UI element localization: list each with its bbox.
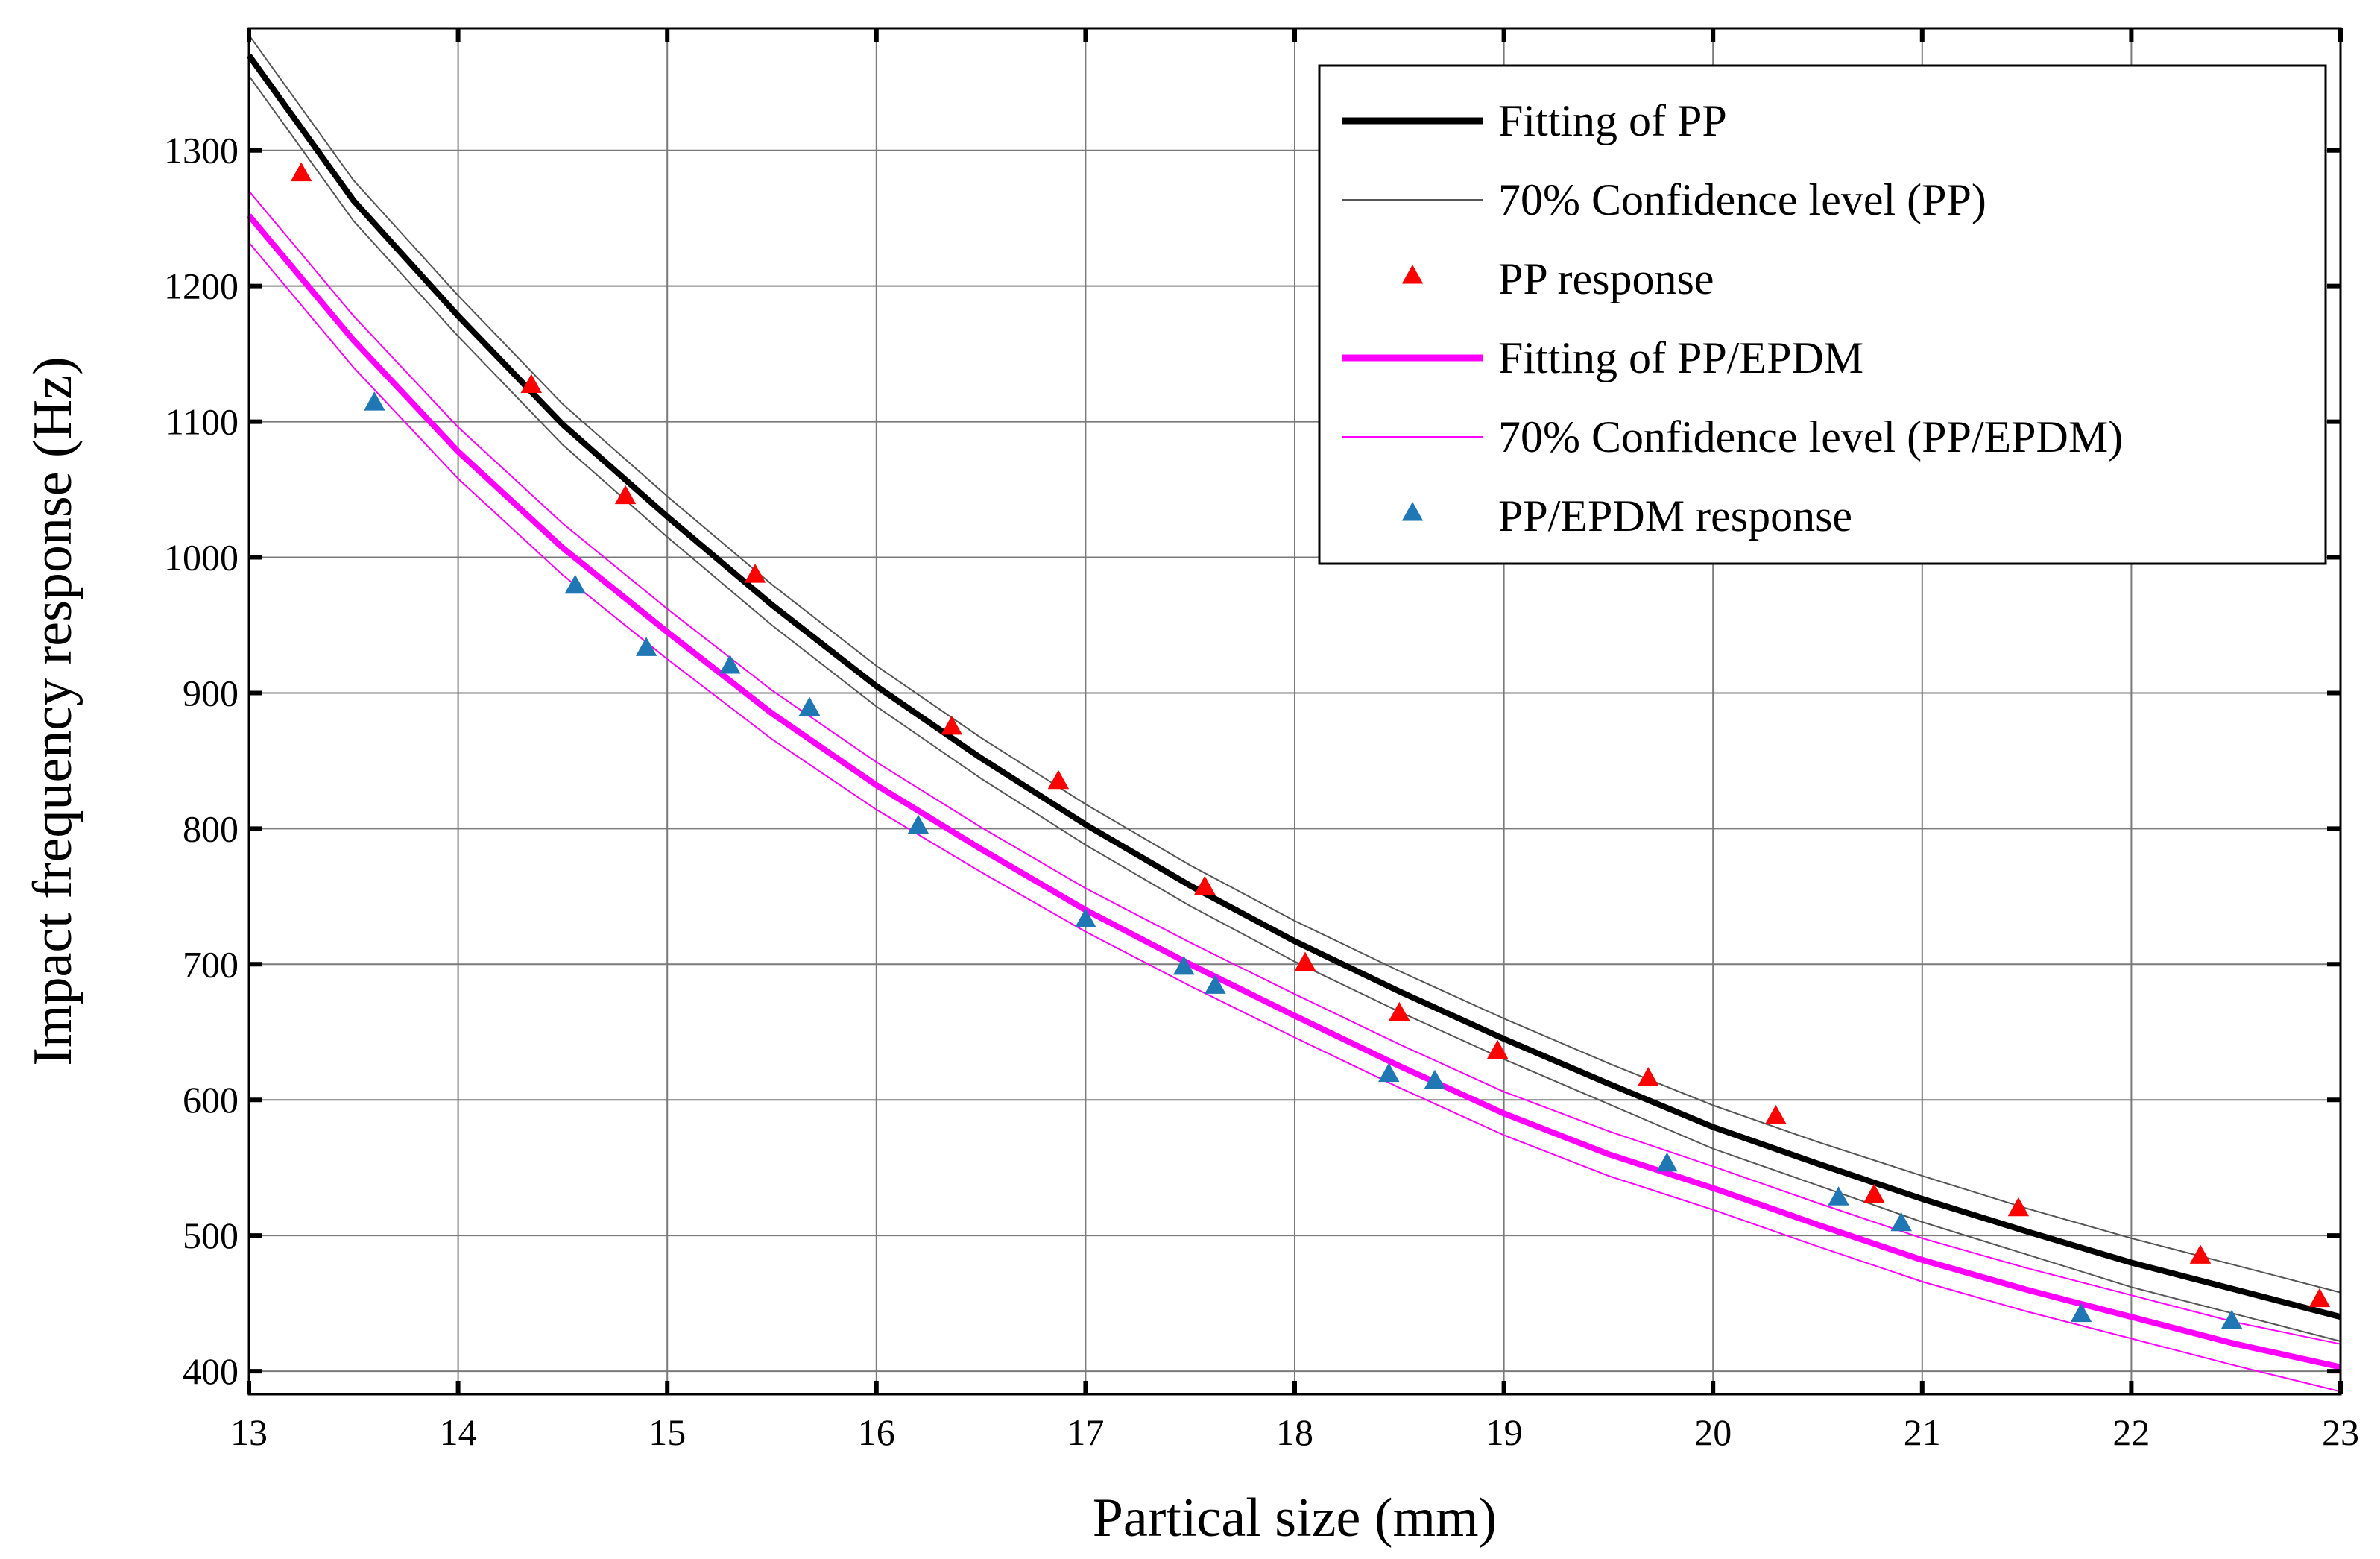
pp-confidence-line — [248, 75, 2341, 1342]
pp-response-point — [941, 715, 963, 735]
x-tick-label: 22 — [2112, 1411, 2150, 1453]
x-tick-label: 23 — [2322, 1411, 2359, 1453]
x-tick-label: 16 — [858, 1411, 895, 1453]
pp-response-point — [1294, 951, 1316, 971]
legend-pp-epdm-fit: Fitting of PP/EPDM — [1342, 333, 1863, 382]
pp-response-point — [614, 485, 637, 505]
pp-epdm-response-point — [907, 814, 929, 834]
legend-label: Fitting of PP/EPDM — [1498, 333, 1863, 382]
y-tick-label: 500 — [183, 1215, 239, 1256]
legend-pp-confidence: 70% Confidence level (PP) — [1342, 175, 1986, 224]
pp-response-point — [1389, 1001, 1410, 1021]
y-tick-label: 400 — [183, 1350, 239, 1392]
y-tick-label: 600 — [183, 1079, 239, 1121]
legend-box — [1318, 64, 2327, 565]
pp-response-point — [1863, 1183, 1885, 1203]
pp-epdm-response-point — [1075, 908, 1096, 927]
legend-label: 70% Confidence level (PP) — [1498, 175, 1986, 224]
pp-response-point — [1486, 1039, 1509, 1059]
x-tick-label: 21 — [1904, 1411, 1941, 1453]
pp-response-point — [2189, 1244, 2212, 1264]
pp-response-point — [520, 374, 543, 393]
pp-response-point — [290, 162, 312, 182]
pp-epdm-response-point — [1656, 1152, 1678, 1172]
pp-response-point — [1194, 875, 1216, 895]
response-points — [290, 162, 2331, 1329]
pp-epdm-response-point — [635, 637, 657, 656]
pp-response-point — [1637, 1067, 1659, 1086]
y-tick-label: 1000 — [164, 537, 239, 579]
pp-epdm-confidence-line — [248, 242, 2341, 1393]
pp-epdm-response-point — [1890, 1212, 1912, 1232]
y-tick-label: 1100 — [165, 401, 239, 443]
y-tick-label: 700 — [183, 943, 239, 985]
legend-label: PP/EPDM response — [1498, 491, 1852, 541]
pp-response-point — [1047, 769, 1070, 790]
pp-confidence-line — [248, 34, 2341, 1294]
pp-epdm-response-point — [1828, 1186, 1849, 1206]
pp-epdm-response-point — [364, 391, 385, 411]
pp-epdm-response-point — [1378, 1062, 1400, 1083]
pp-epdm-response-point — [2220, 1309, 2243, 1329]
x-axis-title: Partical size (mm) — [1093, 1487, 1497, 1549]
x-tick-labels: 13 14 15 16 17 18 19 20 21 22 23 — [230, 1411, 2359, 1453]
pp-epdm-response-point — [798, 696, 821, 716]
x-tick-label: 17 — [1067, 1411, 1104, 1453]
y-tick-label: 800 — [183, 807, 239, 849]
pp-epdm-response-point — [1205, 974, 1226, 994]
pp-epdm-fit-line — [246, 213, 2341, 1370]
pp-epdm-response-point — [719, 655, 741, 674]
legend-label: 70% Confidence level (PP/EPDM) — [1498, 412, 2123, 462]
x-tick-label: 15 — [648, 1411, 686, 1453]
legend-label: PP response — [1498, 254, 1714, 303]
y-tick-labels: 400 500 600 700 800 900 1000 1100 1200 1300 — [164, 130, 239, 1392]
pp-response-point — [1765, 1105, 1787, 1124]
axis-ticks — [247, 28, 2343, 1394]
y-tick-label: 1300 — [164, 130, 239, 171]
pp-epdm-response-point — [564, 574, 586, 594]
x-tick-label: 14 — [440, 1411, 477, 1453]
pp-epdm-response-point — [1424, 1069, 1446, 1089]
legend-marker-swatch — [1401, 502, 1424, 521]
pp-epdm-confidence-line — [248, 190, 2341, 1345]
x-tick-label: 20 — [1694, 1411, 1732, 1453]
legend-pp-epdm-confidence: 70% Confidence level (PP/EPDM) — [1342, 412, 2123, 462]
legend-pp-fit: Fitting of PP — [1342, 96, 1727, 145]
x-tick-label: 13 — [230, 1411, 268, 1453]
legend-marker-swatch — [1401, 265, 1424, 284]
legend-pp-response: PP response — [1401, 254, 1714, 303]
pp-fit-line — [246, 54, 2342, 1320]
x-tick-label: 19 — [1486, 1411, 1523, 1453]
x-tick-label: 18 — [1276, 1411, 1313, 1453]
pp-epdm-response-point — [2070, 1303, 2092, 1323]
y-tick-label: 900 — [183, 672, 239, 714]
confidence-bands — [248, 34, 2341, 1393]
fit-lines — [246, 54, 2342, 1370]
pp-response-point — [2308, 1288, 2331, 1308]
pp-response-point — [744, 564, 766, 583]
y-tick-label: 1200 — [164, 265, 239, 307]
legend-pp-epdm-response: PP/EPDM response — [1401, 491, 1852, 541]
pp-response-point — [2007, 1197, 2030, 1217]
pp-epdm-response-point — [1173, 955, 1195, 975]
legend: Fitting of PP 70% Confidence level (PP) PP… — [1318, 64, 2327, 565]
legend-label: Fitting of PP — [1498, 96, 1727, 145]
y-axis-title: Impact frequency response (Hz) — [22, 356, 83, 1065]
